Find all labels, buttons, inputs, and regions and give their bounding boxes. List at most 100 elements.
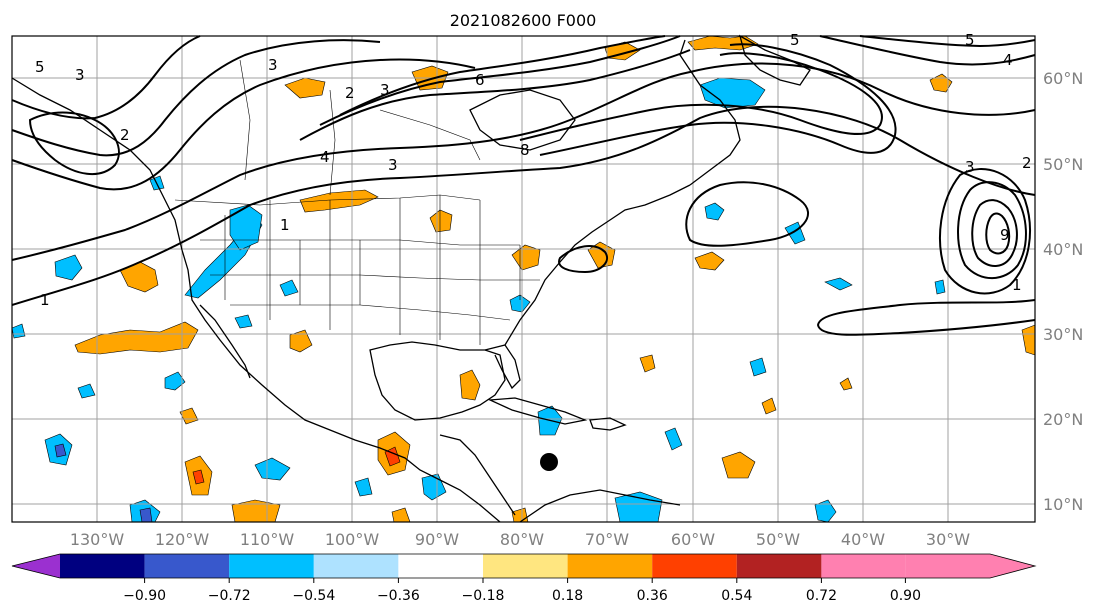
contour-label: 5 xyxy=(35,58,45,76)
colorbar-segment xyxy=(821,554,906,578)
anomaly-blob xyxy=(54,443,67,458)
anomaly-blob xyxy=(284,77,326,99)
colorbar-segment xyxy=(483,554,568,578)
colorbar-tick-label: 0.18 xyxy=(552,588,583,604)
colorbar-segment xyxy=(652,554,737,578)
lat-label: 50°N xyxy=(1043,155,1083,174)
lat-label: 60°N xyxy=(1043,69,1083,88)
colorbar-segment xyxy=(313,554,399,578)
contour-line xyxy=(28,111,120,176)
colorbar-extend-min xyxy=(12,554,60,578)
colorbar-tick-labels: −0.90 −0.72 −0.54 −0.36 −0.18 0.18 0.36 … xyxy=(123,588,921,604)
anomaly-blob xyxy=(694,251,725,271)
anomaly-blob xyxy=(664,427,683,451)
contour-label: 4 xyxy=(320,148,330,166)
colorbar-tick-label: −0.90 xyxy=(123,588,166,604)
colorbar-tick-label: −0.72 xyxy=(208,588,251,604)
anomaly-blob xyxy=(139,507,153,523)
colorbar-segment xyxy=(144,554,230,578)
contour-label: 1 xyxy=(1012,276,1022,294)
colorbar-ticks xyxy=(144,578,906,583)
colorbar-segment xyxy=(567,554,653,578)
contour-label: 3 xyxy=(388,156,398,174)
coastline-central-america xyxy=(439,434,516,516)
anomaly-blob xyxy=(254,457,291,481)
colorbar-tick-label: 0.90 xyxy=(890,588,921,604)
contour-line xyxy=(939,168,1031,295)
map-panel: 5 3 1 2 2 3 6 4 3 8 1 3 5 4 5 2 3 9 1 xyxy=(11,31,1036,523)
contour-label: 3 xyxy=(380,81,390,99)
colorbar-extend-max-arrow xyxy=(905,554,1035,578)
lon-label: 110°W xyxy=(240,530,295,549)
coastline-hispaniola xyxy=(589,417,627,431)
anomaly-blob xyxy=(704,202,725,221)
contour-line xyxy=(816,299,1036,336)
map-frame xyxy=(11,35,1036,523)
anomaly-blob xyxy=(299,189,379,213)
colorbar-tick-label: −0.18 xyxy=(462,588,505,604)
lat-label: 20°N xyxy=(1043,410,1083,429)
latitude-labels: 60°N 50°N 40°N 30°N 20°N 10°N xyxy=(1043,69,1083,514)
colorbar-segment xyxy=(736,554,822,578)
lon-label: 130°W xyxy=(70,530,125,549)
contour-label: 8 xyxy=(520,141,530,159)
contour-label: 1 xyxy=(40,291,50,309)
anomaly-blob xyxy=(429,209,453,233)
anomaly-blob xyxy=(234,314,253,329)
contour-line xyxy=(319,35,681,126)
contour-line xyxy=(957,181,1027,280)
contour-line xyxy=(11,105,1036,306)
lon-label: 70°W xyxy=(585,530,629,549)
contour-line xyxy=(859,35,1036,48)
colorbar-segment xyxy=(229,554,314,578)
anomaly-blob xyxy=(814,499,837,523)
colorbar: −0.90 −0.72 −0.54 −0.36 −0.18 0.18 0.36 … xyxy=(11,553,1037,604)
contour-line xyxy=(685,181,810,247)
contour-line xyxy=(539,43,897,156)
contour-line xyxy=(339,35,666,116)
contour-line xyxy=(519,52,883,141)
contour-label: 3 xyxy=(268,56,278,74)
anomaly-blob xyxy=(289,329,313,353)
lat-label: 30°N xyxy=(1043,325,1083,344)
contour-line xyxy=(11,62,1036,261)
longitude-labels: 130°W 120°W 110°W 100°W 90°W 80°W 70°W 6… xyxy=(70,530,970,549)
anomaly-blob xyxy=(721,451,756,479)
lon-label: 100°W xyxy=(325,530,380,549)
lat-label: 40°N xyxy=(1043,240,1083,259)
coastline-west-north-america xyxy=(11,77,501,523)
storm-position-marker xyxy=(540,453,558,471)
coastline-east xyxy=(504,184,691,346)
anomaly-blob xyxy=(77,383,96,399)
contour-line xyxy=(819,35,1036,66)
anomaly-blob xyxy=(509,294,531,313)
contour-line xyxy=(299,49,691,141)
lon-label: 60°W xyxy=(671,530,715,549)
contour-label: 5 xyxy=(965,31,975,49)
contour-label: 9 xyxy=(1000,226,1010,244)
coastline-south-america xyxy=(519,489,681,523)
contour-label: 3 xyxy=(75,66,85,84)
coastlines xyxy=(11,34,811,523)
coastline-hudson xyxy=(469,89,576,151)
contour-line xyxy=(11,39,381,157)
anomaly-blob xyxy=(192,469,205,485)
anomaly-blob xyxy=(279,279,299,297)
colorbar-segment xyxy=(60,554,145,578)
contour-label: 2 xyxy=(1022,154,1032,172)
anomaly-blob xyxy=(824,277,853,291)
map-title: 2021082600 F000 xyxy=(450,11,597,30)
height-contours xyxy=(11,35,1036,336)
map-background xyxy=(12,36,1035,522)
lon-label: 80°W xyxy=(500,530,544,549)
colorbar-outline xyxy=(11,553,1037,579)
colorbar-tick-label: −0.36 xyxy=(377,588,420,604)
contour-line xyxy=(985,212,1011,255)
contour-label: 4 xyxy=(1003,51,1013,69)
contour-label: 2 xyxy=(345,84,355,102)
lon-label: 90°W xyxy=(415,530,459,549)
contour-label: 5 xyxy=(790,31,800,49)
contour-label: 2 xyxy=(120,126,130,144)
colorbar-segment xyxy=(398,554,483,578)
